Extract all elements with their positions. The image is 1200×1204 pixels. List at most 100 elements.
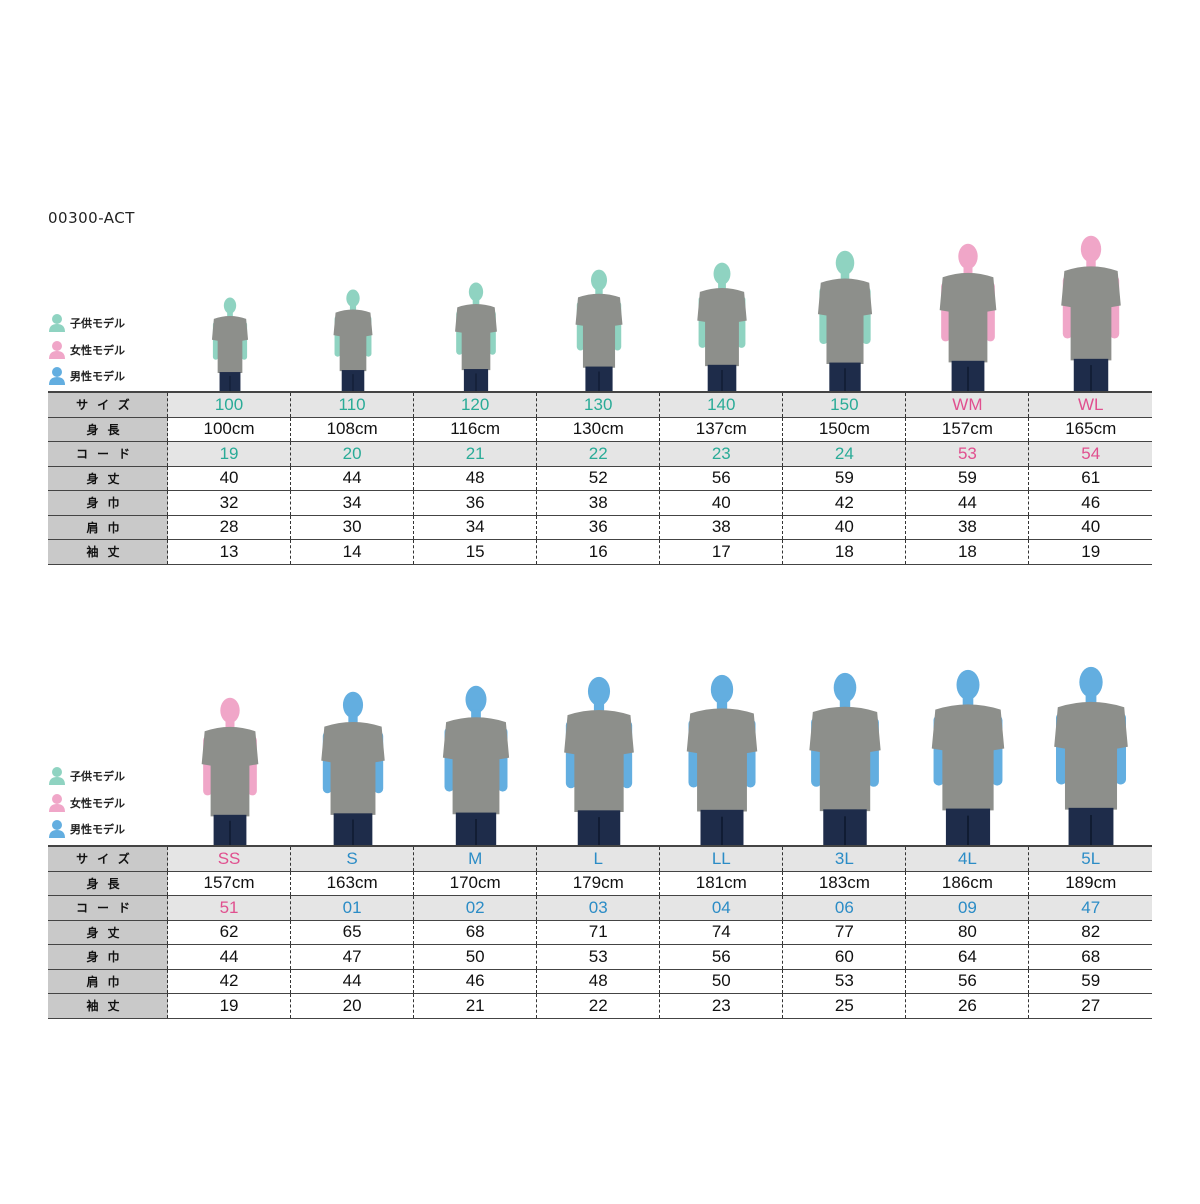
row-label: 身巾 [48,944,168,970]
model-silhouette [1053,667,1128,846]
cell-code: 24 [782,441,906,467]
model-figure-5L [1029,660,1152,846]
cell-sleeve-length: 25 [782,993,906,1019]
cell-height: 150cm [782,417,906,442]
cell-body-width: 42 [782,490,906,516]
cell-size: WL [1028,392,1152,418]
cell-shoulder-width: 48 [536,969,660,994]
row-label: 身長 [48,417,168,442]
cell-body-width: 47 [290,944,414,970]
person-icon [49,767,65,786]
cell-height: 163cm [290,871,414,896]
cell-sleeve-length: 23 [659,993,783,1019]
cell-code: 47 [1028,895,1152,921]
legend-label: 男性モデル [70,823,125,837]
cell-body-length: 71 [536,920,660,945]
size-table: サイズ SS S M L LL 3L 4L 5L 身長 157cm 163cm 170cm 179cm 18… [48,845,1152,1019]
row-height: 身長 100cm 108cm 116cm 130cm 137cm 150cm 157cm 165… [48,417,1152,442]
model-figure-3L [783,660,906,846]
cell-size: 3L [782,846,906,872]
model-figure-150 [783,240,906,392]
cell-body-width: 34 [290,490,414,516]
row-size: サイズ SS S M L LL 3L 4L 5L [48,846,1152,872]
cell-sleeve-length: 20 [290,993,414,1019]
cell-sleeve-length: 16 [536,539,660,565]
cell-sleeve-length: 18 [782,539,906,565]
cell-code: 01 [290,895,414,921]
model-silhouette [1060,236,1121,392]
model-figure-WM [906,240,1029,392]
row-label: 袖丈 [48,993,168,1019]
cell-body-length: 48 [413,466,537,491]
cell-size: 4L [905,846,1029,872]
cell-body-width: 38 [536,490,660,516]
cell-code: 04 [659,895,783,921]
cell-shoulder-width: 44 [290,969,414,994]
cell-height: 179cm [536,871,660,896]
product-code: 00300-ACT [48,209,135,227]
cell-shoulder-width: 38 [905,515,1029,540]
cell-size: L [536,846,660,872]
row-body-length: 身丈 62 65 68 71 74 77 80 82 [48,920,1152,945]
cell-body-length: 77 [782,920,906,945]
cell-sleeve-length: 21 [413,993,537,1019]
cell-code: 21 [413,441,537,467]
cell-size: S [290,846,414,872]
person-icon [49,793,65,812]
model-silhouette [808,673,881,846]
model-silhouette [333,289,372,392]
cell-body-length: 80 [905,920,1029,945]
cell-body-length: 52 [536,466,660,491]
legend-item-female: 女性モデル [48,790,125,817]
cell-code: 09 [905,895,1029,921]
cell-code: 20 [290,441,414,467]
cell-body-length: 44 [290,466,414,491]
cell-body-length: 56 [659,466,783,491]
cell-code: 23 [659,441,783,467]
cell-sleeve-length: 17 [659,539,783,565]
legend-label: 女性モデル [70,796,125,810]
row-body-width: 身巾 44 47 50 53 56 60 64 68 [48,944,1152,970]
cell-size: 5L [1028,846,1152,872]
model-figures [168,236,1152,392]
model-silhouette [686,674,757,846]
cell-size: WM [905,392,1029,418]
legend-item-kid: 子供モデル [48,763,125,790]
cell-body-length: 59 [905,466,1029,491]
row-label: 肩巾 [48,515,168,540]
model-legend: 子供モデル女性モデル男性モデル [48,763,125,843]
model-figure-110 [291,240,414,392]
cell-sleeve-length: 19 [1028,539,1152,565]
person-icon [49,340,65,359]
cell-body-length: 65 [290,920,414,945]
legend-label: 男性モデル [70,370,125,384]
cell-height: 137cm [659,417,783,442]
cell-height: 189cm [1028,871,1152,896]
cell-body-width: 53 [536,944,660,970]
cell-code: 06 [782,895,906,921]
cell-height: 170cm [413,871,537,896]
model-figure-L [537,660,660,846]
row-shoulder-width: 肩巾 28 30 34 36 38 40 38 40 [48,515,1152,540]
cell-height: 165cm [1028,417,1152,442]
cell-height: 183cm [782,871,906,896]
row-label: 身丈 [48,466,168,491]
cell-body-width: 44 [166,944,291,970]
cell-shoulder-width: 50 [659,969,783,994]
legend-label: 女性モデル [70,343,125,357]
cell-size: 140 [659,392,783,418]
model-silhouette [201,697,258,846]
cell-body-width: 60 [782,944,906,970]
row-label: 肩巾 [48,969,168,994]
cell-body-width: 50 [413,944,537,970]
cell-size: 110 [290,392,414,418]
model-figure-100 [168,240,291,392]
model-legend: 子供モデル 女性モデル 男性モデル [48,310,125,390]
cell-height: 100cm [166,417,291,442]
model-silhouette [454,282,497,392]
person-icon [49,367,65,386]
cell-body-length: 82 [1028,920,1152,945]
cell-body-width: 36 [413,490,537,516]
model-silhouette [563,676,634,846]
row-label: サイズ [48,846,168,872]
